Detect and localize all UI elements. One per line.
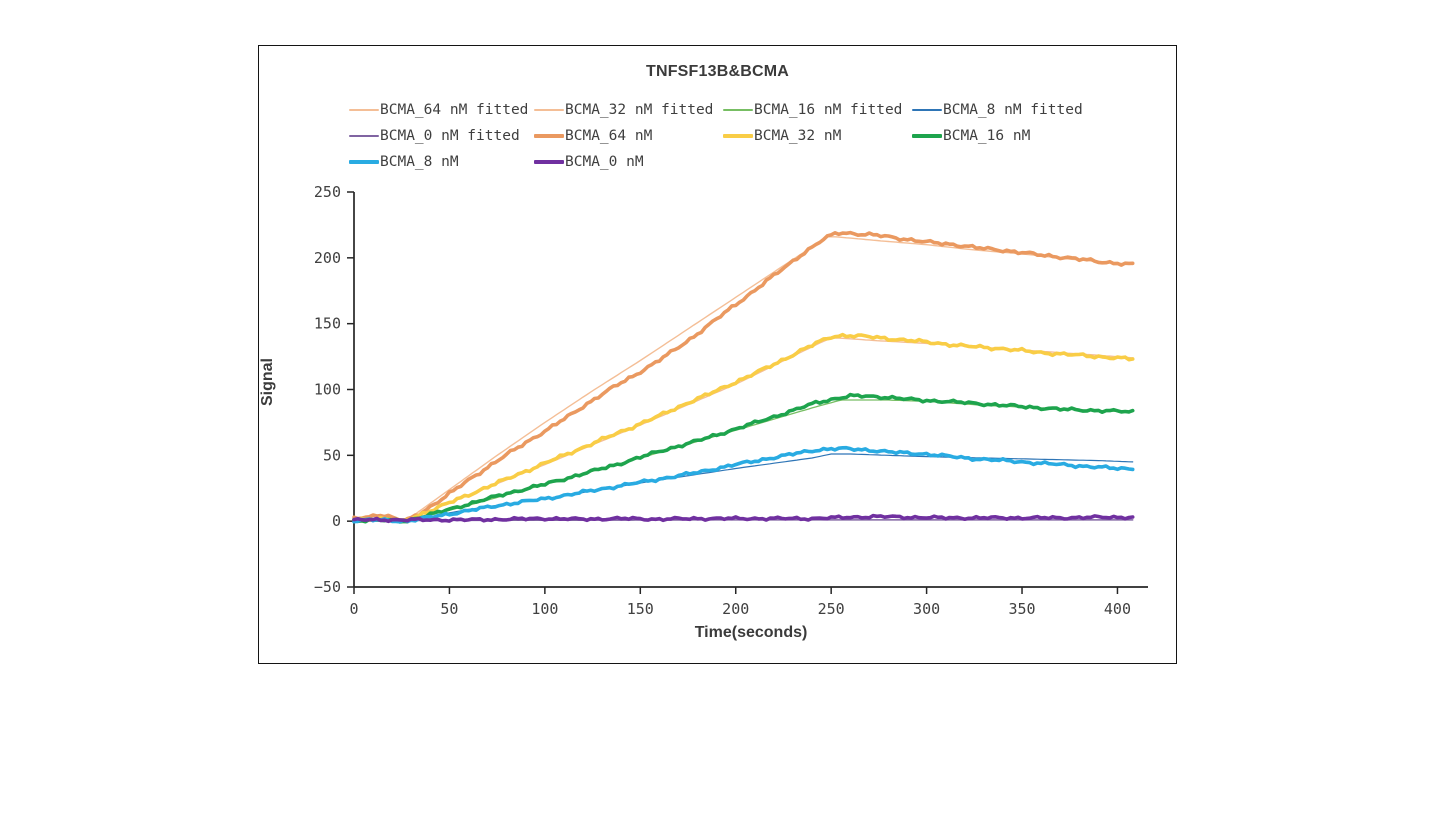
legend-item-bcma-0-nm: BCMA_0 nM [534,153,644,171]
y-tick-label: 200 [314,249,341,267]
legend-label: BCMA_0 nM fitted [380,128,520,144]
plot-area: 0 50 100 150 200 250 300 350 400 −50 0 50 100 150 200 2… [314,183,1148,618]
legend-label: BCMA_16 nM fitted [754,102,903,118]
y-tick-label: 150 [314,315,341,333]
legend-swatch-line [723,134,753,138]
x-axis-title: Time(seconds) [694,624,808,641]
series-line-bcma-0-nm [352,513,1135,524]
y-axis-title: Signal [259,358,276,407]
legend-swatch-line [349,109,379,111]
legend-swatch-line [912,134,942,138]
x-tick-label: 350 [1008,600,1035,618]
series-line-bcma-16-nm [352,392,1135,524]
y-tick-label: 250 [314,183,341,201]
y-tick-label: −50 [314,578,341,596]
chart-legend: BCMA_64 nM fitted BCMA_32 nM fitted BCMA_1… [259,46,1176,181]
x-tick-label: 100 [531,600,558,618]
x-tick-label: 200 [722,600,749,618]
legend-item-bcma-8-nm: BCMA_8 nM [349,153,459,171]
x-tick-label: 150 [627,600,654,618]
y-tick-label: 100 [314,381,341,399]
legend-item-bcma-0-nm-fitted: BCMA_0 nM fitted [349,127,520,145]
chart-panel: TNFSF13B&BCMA BCMA_64 nM fitted BCMA_32 n… [258,45,1177,664]
legend-item-bcma-64-nm: BCMA_64 nM [534,127,652,145]
legend-label: BCMA_16 nM [943,128,1031,144]
y-tick-label: 0 [332,512,341,530]
legend-swatch-line [349,135,379,137]
legend-item-bcma-32-nm: BCMA_32 nM [723,127,841,145]
legend-label: BCMA_32 nM [754,128,842,144]
legend-item-bcma-8-nm-fitted: BCMA_8 nM fitted [912,101,1083,119]
legend-item-bcma-16-nm-fitted: BCMA_16 nM fitted [723,101,902,119]
legend-label: BCMA_0 nM [565,154,644,170]
legend-swatch-line [349,160,379,164]
legend-item-bcma-64-nm-fitted: BCMA_64 nM fitted [349,101,528,119]
series-line-bcma-8-nm [352,445,1135,524]
x-tick-label: 0 [349,600,358,618]
series-line-bcma-32-nm [352,332,1135,523]
legend-item-bcma-32-nm-fitted: BCMA_32 nM fitted [534,101,713,119]
legend-swatch-line [723,109,753,111]
chart-title: TNFSF13B&BCMA [645,63,790,80]
legend-label: BCMA_64 nM fitted [380,102,529,118]
series-line-bcma-64-nm [352,230,1135,523]
legend-swatch-line [912,109,942,111]
legend-label: BCMA_64 nM [565,128,653,144]
x-tick-label: 50 [440,600,458,618]
legend-swatch-line [534,160,564,164]
x-tick-label: 250 [818,600,845,618]
legend-swatch-line [534,109,564,111]
legend-swatch-line [534,134,564,138]
legend-item-bcma-16-nm: BCMA_16 nM [912,127,1030,145]
x-tick-label: 400 [1104,600,1131,618]
x-tick-label: 300 [913,600,940,618]
legend-label: BCMA_32 nM fitted [565,102,714,118]
legend-label: BCMA_8 nM [380,154,459,170]
y-tick-label: 50 [323,446,341,464]
legend-label: BCMA_8 nM fitted [943,102,1083,118]
